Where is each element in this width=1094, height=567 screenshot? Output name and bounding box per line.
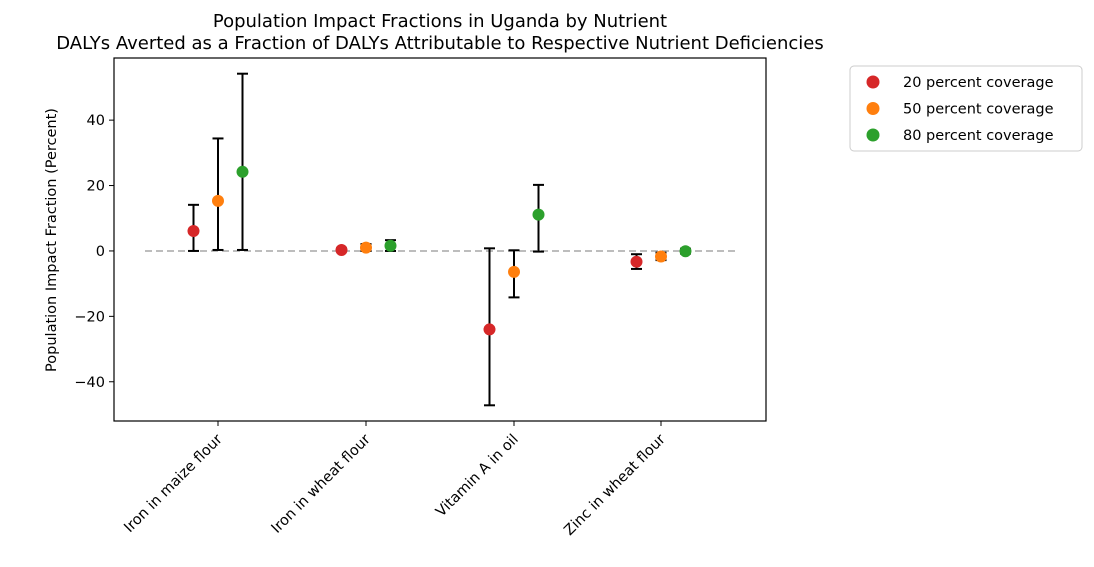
legend-label: 50 percent coverage: [903, 102, 1054, 118]
data-point: [532, 208, 545, 221]
data-point: [384, 239, 397, 252]
data-point: [655, 250, 667, 263]
data-point: [679, 245, 692, 258]
legend-box: [849, 65, 1083, 152]
data-point: [508, 265, 520, 278]
plot-frame: [113, 57, 767, 422]
chart-subtitle: DALYs Averted as a Fraction of DALYs Att…: [56, 33, 823, 54]
plot-layer: −40 −20 0 20 40 Iron in maize flour Iron in wh…: [74, 57, 767, 539]
y-tick-label: 20: [87, 179, 105, 195]
x-tick-label: Iron in maize flour: [121, 431, 226, 536]
y-tick-label: 40: [87, 113, 105, 129]
legend: 20 percent coverage 50 percent coverage 80…: [849, 65, 1083, 152]
y-axis-label: Population Impact Fraction (Percent): [44, 108, 60, 372]
y-tick-label: −20: [74, 309, 105, 325]
legend-label: 20 percent coverage: [903, 75, 1054, 91]
x-tick-label: Zinc in wheat flour: [561, 431, 668, 538]
data-point: [360, 241, 372, 254]
chart-title: Population Impact Fractions in Uganda by…: [213, 11, 667, 32]
legend-label: 80 percent coverage: [903, 128, 1054, 144]
legend-marker: [866, 75, 880, 89]
data-point: [187, 224, 200, 237]
x-tick-label: Vitamin A in oil: [433, 432, 522, 521]
data-point: [212, 194, 224, 207]
data-point: [483, 323, 496, 336]
data-point: [335, 243, 348, 256]
legend-marker: [866, 128, 880, 142]
data-point: [236, 165, 249, 178]
legend-marker: [866, 102, 880, 115]
y-tick-label: −40: [74, 375, 105, 391]
y-tick-label: 0: [96, 244, 105, 260]
x-tick-label: Iron in wheat flour: [269, 431, 374, 536]
data-point: [630, 255, 643, 268]
